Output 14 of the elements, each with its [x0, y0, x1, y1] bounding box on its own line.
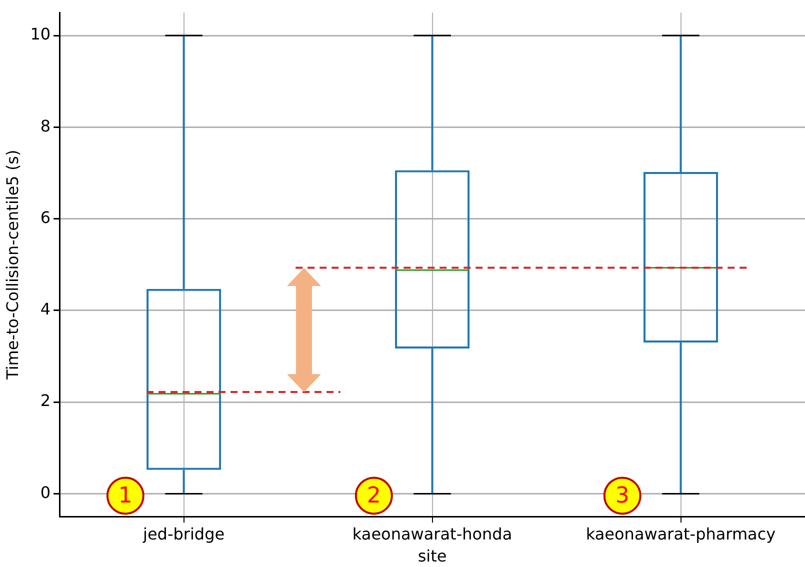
y-tick-label: 10 [30, 24, 51, 44]
y-tick-label: 8 [40, 116, 51, 136]
x-axis-title: site [418, 546, 447, 566]
y-tick-label: 4 [40, 300, 51, 319]
x-tick-label: kaeonawarat-honda [352, 524, 512, 544]
annotation: 3 [615, 483, 630, 508]
y-tick-label: 0 [40, 482, 51, 502]
annotation: 2 [366, 483, 381, 508]
y-tick-label: 6 [40, 208, 51, 227]
x-tick-label: kaeonawarat-pharmacy [586, 524, 776, 544]
annotation: 1 [118, 483, 132, 508]
x-tick-label: jed-bridge [142, 524, 225, 544]
y-axis-title: Time-to-Collision-centile5 (s) [2, 150, 22, 380]
y-tick-label: 2 [40, 391, 51, 410]
